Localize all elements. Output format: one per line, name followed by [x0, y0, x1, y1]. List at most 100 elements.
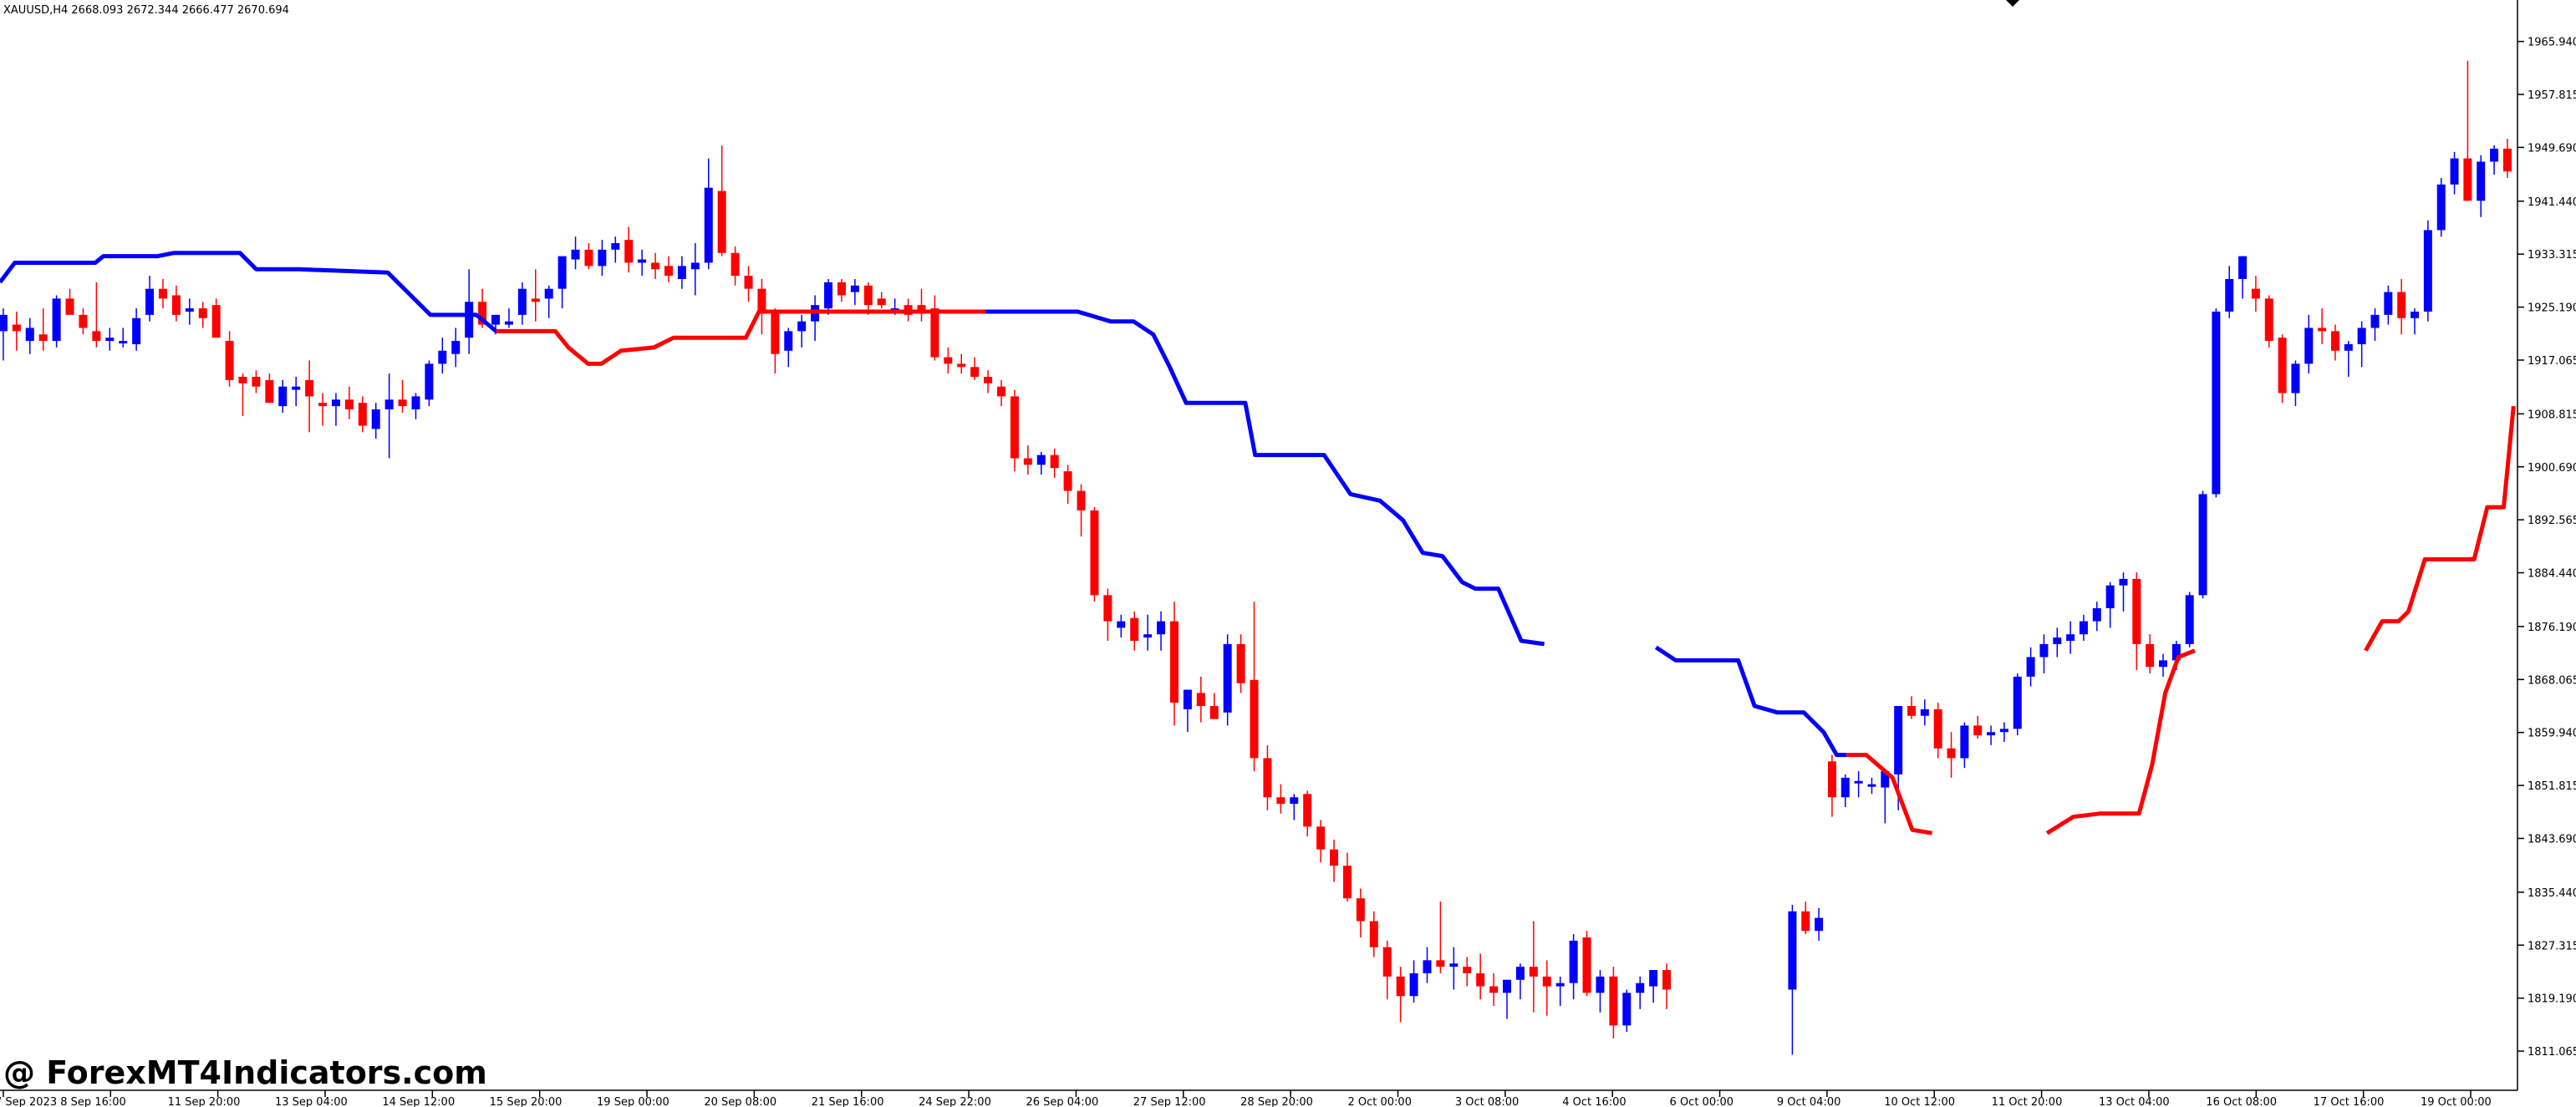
candle-body [1622, 993, 1632, 1026]
time-tick-label: 27 Sep 12:00 [1133, 1096, 1206, 1107]
candle-body [2119, 578, 2128, 586]
candle-body [598, 249, 607, 267]
candle [2318, 308, 2327, 344]
candle-body [2357, 328, 2366, 344]
candle [398, 379, 407, 413]
candle-body [2185, 595, 2194, 644]
candle [917, 288, 926, 322]
candle-body [1143, 634, 1153, 638]
candle [2357, 321, 2366, 368]
candle [1409, 960, 1418, 1003]
candle [690, 243, 700, 296]
candle-body [171, 295, 181, 315]
candle [1316, 820, 1326, 863]
watermark: @ ForexMT4Indicators.com [3, 1054, 487, 1091]
candle-body [292, 386, 301, 390]
candle-body [1476, 972, 1485, 987]
shift-marker-icon[interactable] [2006, 0, 2019, 7]
candle-body [1596, 976, 1605, 993]
candle [38, 308, 48, 351]
candle-body [411, 396, 420, 410]
candle-body [1396, 976, 1405, 997]
candle [265, 373, 274, 404]
candle-body [1854, 780, 1863, 784]
candle-body [2397, 292, 2406, 318]
candle-body [238, 376, 247, 383]
candle [611, 236, 620, 263]
candle [1582, 931, 1591, 997]
price-tick-label: 1859.940 [2528, 728, 2576, 740]
candle-body [1382, 947, 1392, 977]
candle-body [2318, 328, 2327, 332]
candle [744, 266, 753, 302]
candle [1609, 967, 1618, 1038]
candle-body [1063, 471, 1072, 491]
candle-body [1867, 784, 1876, 787]
candle [1117, 614, 1126, 638]
candle-body [1036, 454, 1046, 465]
candle [1449, 947, 1459, 990]
candle-body [944, 357, 953, 364]
candle-body [2013, 676, 2022, 729]
candle-body [1636, 983, 1645, 993]
candle [52, 295, 61, 348]
candle-body [65, 298, 74, 315]
candle [171, 285, 181, 322]
candle [1369, 911, 1378, 957]
time-tick-label: 4 Oct 16:00 [1562, 1096, 1626, 1107]
candle-body [1050, 454, 1059, 469]
price-tick-label: 1941.440 [2528, 196, 2576, 209]
candle-body [425, 363, 434, 400]
candle-body [2092, 607, 2101, 622]
candle [1063, 465, 1072, 505]
candle-body [185, 308, 194, 312]
candle [145, 276, 155, 322]
candle [970, 357, 980, 380]
candle-body [344, 399, 354, 410]
time-tick-label: 19 Oct 00:00 [2421, 1096, 2492, 1107]
candle [344, 386, 354, 419]
candle [2264, 295, 2273, 348]
candle-body [544, 288, 553, 299]
candle [1555, 976, 1565, 1006]
candle-body [930, 308, 939, 358]
candle-body [2212, 311, 2221, 495]
candle [571, 236, 580, 270]
candle [1330, 839, 1339, 882]
candle [1090, 507, 1099, 602]
candle [544, 285, 553, 318]
candle [1356, 888, 1365, 938]
candle-body [1542, 976, 1551, 987]
candle [292, 376, 301, 407]
candle-body [2304, 328, 2314, 364]
candle-body [331, 399, 340, 407]
candle-body [1023, 458, 1032, 465]
candle-body [1609, 976, 1618, 1026]
candle [105, 328, 115, 351]
candle [1183, 689, 1192, 733]
candle [438, 338, 447, 374]
candle-body [2411, 311, 2420, 318]
candle [1463, 957, 1472, 987]
candle-body [1223, 643, 1232, 713]
candle [1476, 953, 1485, 1000]
candle-body [824, 282, 833, 309]
candle [1209, 693, 1219, 719]
candle [1382, 940, 1392, 1000]
candle-body [1117, 621, 1126, 628]
candle-body [158, 288, 167, 299]
candle [1907, 696, 1917, 719]
candle [132, 308, 141, 351]
candle-body [1840, 777, 1850, 798]
candle-body [2066, 634, 2075, 642]
candle [2278, 334, 2287, 404]
candle-body [2330, 331, 2339, 351]
candle-body [2436, 184, 2446, 231]
candle [1436, 901, 1445, 973]
candle [717, 145, 726, 256]
candle [158, 278, 167, 309]
candle-body [690, 262, 700, 270]
candle [1396, 967, 1405, 1023]
candle [1960, 722, 1969, 769]
candle-body [1316, 826, 1326, 850]
